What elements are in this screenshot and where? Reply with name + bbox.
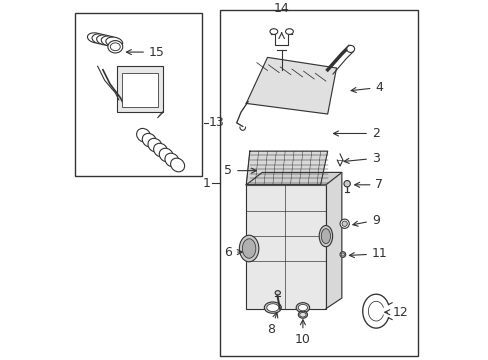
Text: 15: 15: [126, 46, 164, 59]
Polygon shape: [246, 151, 327, 185]
Ellipse shape: [110, 43, 120, 51]
Text: 3: 3: [344, 152, 379, 165]
Ellipse shape: [142, 133, 156, 147]
Text: 1: 1: [203, 176, 210, 189]
Ellipse shape: [164, 153, 179, 167]
Text: 6: 6: [224, 246, 242, 258]
Ellipse shape: [242, 239, 255, 258]
Ellipse shape: [341, 221, 346, 226]
Polygon shape: [246, 172, 341, 185]
Bar: [75, 13, 202, 176]
Ellipse shape: [105, 37, 122, 47]
Ellipse shape: [266, 304, 278, 311]
Ellipse shape: [87, 33, 104, 43]
Ellipse shape: [153, 143, 167, 157]
Ellipse shape: [343, 181, 349, 187]
Text: 2: 2: [333, 127, 379, 140]
Bar: [219, 10, 417, 356]
Ellipse shape: [275, 291, 280, 295]
Text: 10: 10: [294, 320, 310, 346]
Text: 7: 7: [354, 178, 383, 191]
Bar: [122, 73, 158, 107]
Ellipse shape: [108, 41, 122, 53]
Polygon shape: [246, 185, 325, 309]
Polygon shape: [246, 57, 336, 114]
Text: 14: 14: [273, 2, 289, 15]
Ellipse shape: [339, 219, 348, 228]
Ellipse shape: [319, 225, 332, 247]
Ellipse shape: [239, 235, 258, 262]
Text: 8: 8: [267, 312, 277, 336]
Bar: [117, 66, 163, 112]
Ellipse shape: [97, 35, 113, 45]
Ellipse shape: [264, 302, 281, 313]
Ellipse shape: [321, 229, 330, 244]
Text: 12: 12: [384, 306, 408, 319]
Text: 11: 11: [348, 247, 387, 260]
Ellipse shape: [148, 138, 162, 152]
Ellipse shape: [346, 45, 354, 53]
Ellipse shape: [269, 29, 277, 35]
Ellipse shape: [136, 129, 150, 142]
Text: 9: 9: [352, 214, 379, 227]
Ellipse shape: [298, 305, 307, 311]
Ellipse shape: [341, 253, 344, 256]
Polygon shape: [325, 172, 341, 309]
Text: 5: 5: [224, 164, 256, 177]
Ellipse shape: [92, 34, 109, 44]
Text: 4: 4: [350, 81, 383, 94]
Ellipse shape: [296, 303, 309, 312]
Text: 13: 13: [209, 116, 224, 129]
Ellipse shape: [299, 312, 305, 317]
Ellipse shape: [298, 311, 307, 318]
Ellipse shape: [159, 148, 173, 162]
Ellipse shape: [170, 158, 184, 172]
Ellipse shape: [339, 252, 345, 257]
Ellipse shape: [101, 36, 118, 46]
Ellipse shape: [285, 29, 293, 35]
